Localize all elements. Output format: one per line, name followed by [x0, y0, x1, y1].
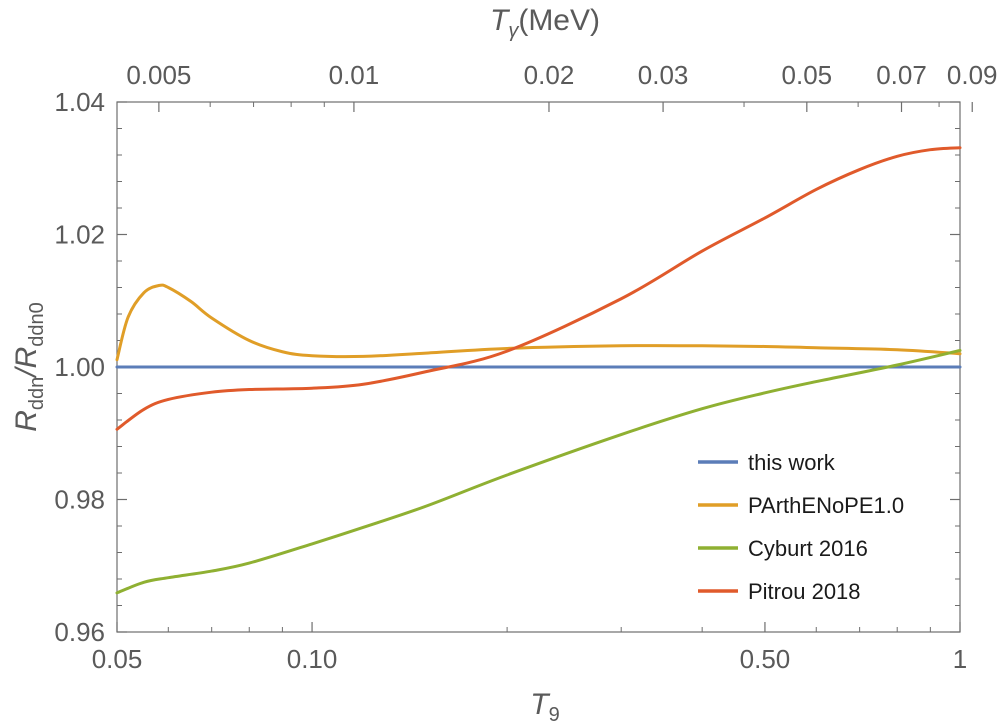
- legend-label-parthenope1-0: PArthENoPE1.0: [748, 493, 904, 518]
- series-line-cyburt-2016: [115, 348, 962, 595]
- y-axis-title: Rddn/Rddn0: [10, 302, 48, 432]
- top-axis-title: Tγ(MeV): [490, 4, 600, 42]
- y-tick-label: 1.00: [54, 352, 105, 382]
- y-tick-label: 1.04: [54, 87, 105, 117]
- top-tick-label: 0.03: [638, 60, 689, 90]
- tick-labels: 0.05 0.10 0.50 1 0.005 0.01 0.02 0.03 0.05 0.07 0.…: [54, 60, 997, 674]
- x-axis-title: T9: [530, 688, 559, 724]
- legend: this work PArthENoPE1.0 Cyburt 2016 Pitrou …: [698, 450, 904, 604]
- legend-label-this-work: this work: [748, 450, 836, 475]
- series-layer: [115, 146, 962, 595]
- series-line-parthenope1-0: [115, 283, 962, 362]
- y-tick-label: 0.98: [54, 485, 105, 515]
- legend-label-cyburt-2016: Cyburt 2016: [748, 536, 868, 561]
- series-line-pitrou-2018: [115, 146, 962, 431]
- x-tick-label: 0.10: [287, 644, 338, 674]
- top-tick-label: 0.02: [524, 60, 575, 90]
- legend-label-pitrou-2018: Pitrou 2018: [748, 579, 861, 604]
- top-tick-label: 0.01: [329, 60, 380, 90]
- top-tick-label: 0.05: [782, 60, 833, 90]
- x-tick-label: 1: [953, 644, 967, 674]
- x-tick-label: 0.50: [740, 644, 791, 674]
- y-tick-label: 0.96: [54, 617, 105, 647]
- y-tick-label: 1.02: [54, 220, 105, 250]
- top-tick-label: 0.07: [876, 60, 927, 90]
- x-tick-label: 0.05: [92, 644, 143, 674]
- top-tick-label: 0.09: [947, 60, 998, 90]
- top-tick-label: 0.005: [126, 60, 191, 90]
